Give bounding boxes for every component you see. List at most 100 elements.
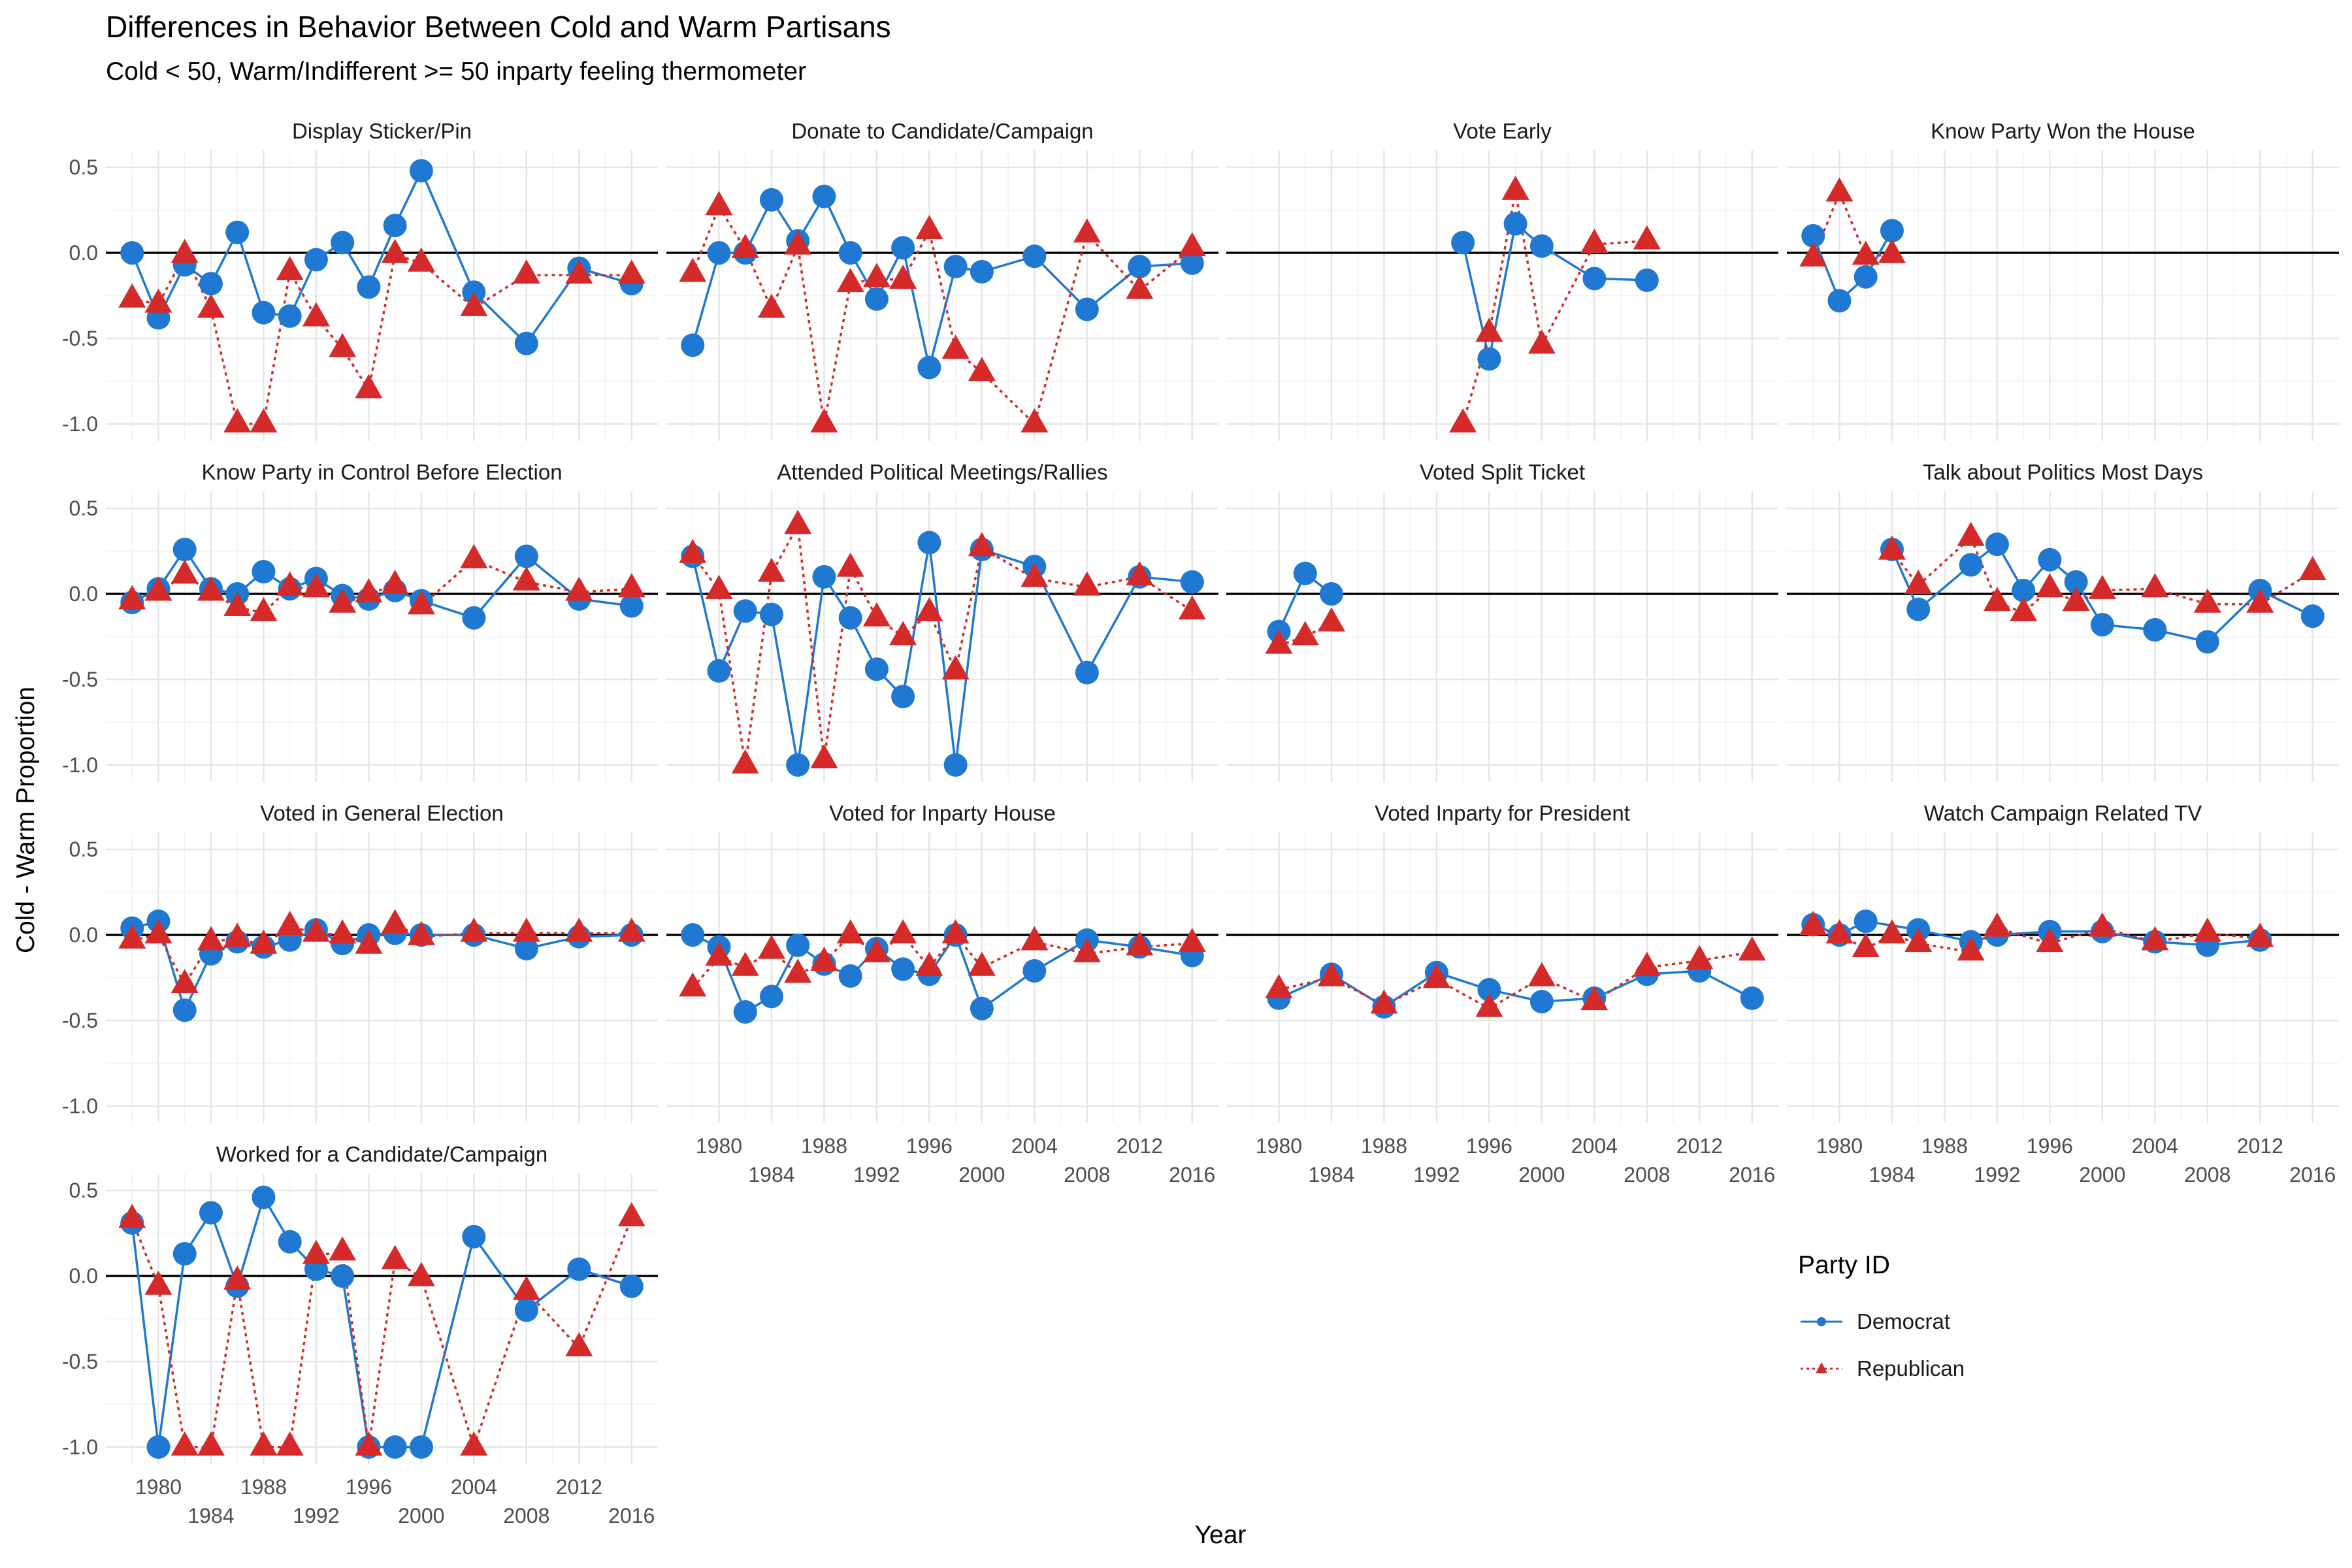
- facet-title: Voted in General Election: [260, 801, 503, 825]
- democrat-point: [2143, 618, 2167, 642]
- republican-point: [1799, 910, 1827, 935]
- republican-point: [1178, 232, 1206, 257]
- democrat-point: [1635, 268, 1659, 292]
- democrat-point: [514, 331, 538, 355]
- democrat-point: [1128, 255, 1152, 278]
- republican-series-line: [1279, 951, 1753, 1010]
- republican-point: [381, 909, 409, 934]
- republican-point: [171, 968, 199, 993]
- republican-point: [1799, 242, 1827, 267]
- democrat-point: [838, 241, 862, 265]
- y-tick-label: 0.5: [69, 1179, 98, 1202]
- democrat-point: [1180, 570, 1204, 594]
- republican-point: [941, 919, 970, 944]
- x-tick-label: 1996: [346, 1475, 392, 1499]
- republican-point: [1021, 563, 1049, 587]
- republican-point: [810, 946, 838, 971]
- y-tick-label: -0.5: [62, 1009, 98, 1032]
- democrat-point: [1477, 347, 1501, 371]
- republican-point: [276, 255, 304, 280]
- democrat-point: [1740, 986, 1764, 1010]
- republican-point: [889, 264, 917, 289]
- republican-series-line: [131, 252, 632, 425]
- republican-series-line: [1812, 189, 1893, 259]
- democrat-series-line: [692, 932, 1193, 1014]
- democrat-point: [864, 287, 889, 311]
- democrat-point: [1477, 977, 1501, 1002]
- democrat-point: [707, 241, 731, 265]
- facet-title: Voted for Inparty House: [829, 801, 1056, 825]
- democrat-point: [891, 685, 915, 709]
- democrat-point: [1801, 223, 1825, 248]
- republican-point: [1580, 228, 1609, 253]
- republican-point: [1580, 986, 1609, 1011]
- facet-title: Know Party in Control Before Election: [201, 460, 562, 484]
- republican-point: [250, 929, 278, 954]
- democrat-point: [331, 231, 355, 255]
- x-tick-label: 1988: [1921, 1134, 1968, 1158]
- republican-point: [915, 215, 943, 240]
- democrat-point: [383, 1435, 407, 1459]
- republican-point: [355, 1431, 383, 1456]
- republican-point: [1021, 926, 1049, 951]
- x-tick-label: 2008: [2184, 1163, 2230, 1186]
- republican-point: [1825, 919, 1854, 944]
- republican-point: [223, 1265, 252, 1290]
- democrat-point: [943, 753, 968, 777]
- y-tick-label: 0.0: [69, 241, 98, 265]
- legend: Party ID Democrat Republican: [1798, 1251, 1965, 1392]
- facet-panel: Vote Early: [1226, 119, 1778, 441]
- republican-point: [197, 293, 225, 318]
- facet-panel: Display Sticker/Pin 0.5 0.0 -0.5 -1.0: [62, 119, 658, 441]
- x-tick-label: 1996: [2027, 1134, 2073, 1158]
- republican-point: [1317, 962, 1345, 987]
- democrat-point: [917, 531, 941, 555]
- democrat-point: [567, 1257, 591, 1281]
- democrat-point: [2038, 547, 2062, 572]
- x-tick-label: 2004: [1011, 1134, 1058, 1158]
- y-tick-label: -1.0: [62, 412, 98, 436]
- x-tick-label: 1984: [1869, 1163, 1915, 1186]
- republican-point: [302, 1239, 330, 1264]
- republican-point: [460, 917, 488, 942]
- republican-point: [1738, 936, 1766, 961]
- democrat-point: [462, 1224, 486, 1249]
- chart-subtitle: Cold < 50, Warm/Indifferent >= 50 inpart…: [106, 57, 806, 86]
- republican-point: [407, 1262, 435, 1286]
- x-tick-label: 2008: [503, 1504, 549, 1527]
- republican-point: [381, 1245, 409, 1269]
- republican-point: [302, 573, 330, 598]
- republican-point: [731, 749, 759, 774]
- democrat-point: [891, 236, 915, 260]
- republican-point: [460, 1431, 488, 1456]
- republican-point: [302, 302, 330, 327]
- y-tick-label: 0.5: [69, 155, 98, 179]
- republican-point: [1852, 240, 1880, 265]
- democrat-point: [917, 355, 941, 380]
- republican-point: [836, 552, 864, 577]
- republican-point: [617, 917, 645, 942]
- x-tick-label: 1980: [696, 1134, 742, 1158]
- republican-point: [565, 1332, 593, 1356]
- republican-point: [757, 557, 785, 582]
- republican-point: [512, 566, 540, 591]
- republican-point: [171, 238, 199, 263]
- republican-point: [144, 919, 172, 944]
- democrat-point: [146, 1435, 171, 1459]
- republican-point: [784, 230, 812, 255]
- y-tick-label: -1.0: [62, 1094, 98, 1118]
- republican-point: [2298, 556, 2327, 581]
- republican-point: [512, 1275, 540, 1300]
- democrat-point: [2090, 613, 2114, 637]
- republican-point: [1983, 587, 2011, 612]
- republican-point: [2193, 917, 2221, 942]
- legend-title: Party ID: [1798, 1251, 1890, 1279]
- republican-point: [968, 532, 996, 557]
- y-axis-title: Cold - Warm Proportion: [12, 686, 40, 954]
- republican-point: [329, 919, 357, 944]
- democrat-point: [1319, 582, 1343, 606]
- republican-point: [941, 655, 970, 679]
- x-tick-label: 2000: [958, 1163, 1005, 1186]
- republican-point: [617, 259, 645, 284]
